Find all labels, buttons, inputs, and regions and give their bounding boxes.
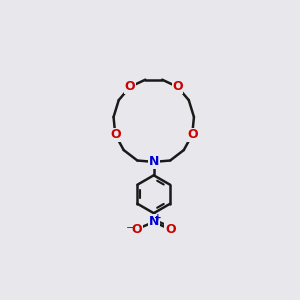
Text: O: O <box>110 128 121 141</box>
Text: N: N <box>148 155 159 168</box>
Text: O: O <box>187 128 197 141</box>
Text: O: O <box>125 80 135 93</box>
Text: O: O <box>131 223 142 236</box>
Text: N: N <box>148 215 159 229</box>
Text: O: O <box>172 80 183 93</box>
Text: +: + <box>154 213 162 222</box>
Text: −: − <box>126 224 135 233</box>
Text: O: O <box>165 223 176 236</box>
